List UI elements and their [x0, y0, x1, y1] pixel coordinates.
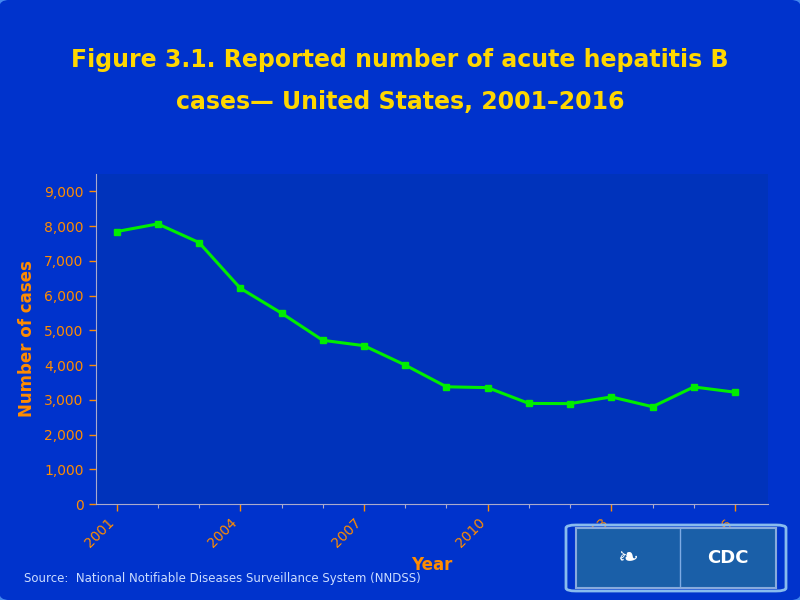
Y-axis label: Number of cases: Number of cases — [18, 260, 36, 418]
Text: CDC: CDC — [707, 549, 749, 567]
Text: ❧: ❧ — [618, 546, 638, 570]
Text: Source:  National Notifiable Diseases Surveillance System (NNDSS): Source: National Notifiable Diseases Sur… — [24, 572, 421, 585]
Text: cases— United States, 2001–2016: cases— United States, 2001–2016 — [176, 90, 624, 114]
X-axis label: Year: Year — [411, 556, 453, 574]
Text: Figure 3.1. Reported number of acute hepatitis B: Figure 3.1. Reported number of acute hep… — [71, 48, 729, 72]
